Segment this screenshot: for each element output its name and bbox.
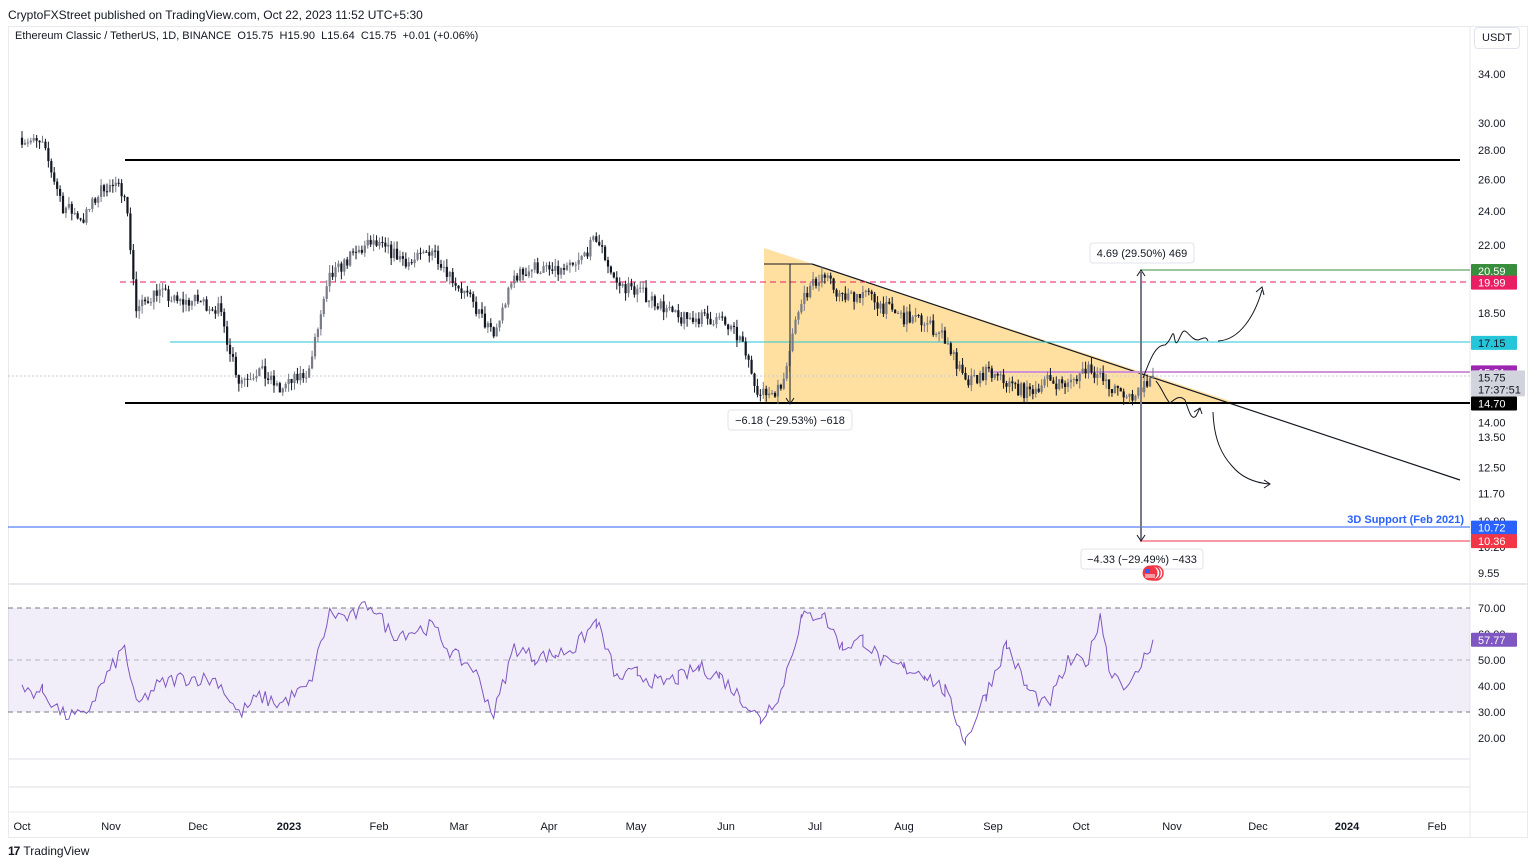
svg-text:15.75: 15.75 (1478, 372, 1506, 384)
bearish-arrow-icon-2 (1263, 479, 1271, 489)
time-tick: Nov (1162, 821, 1182, 833)
tradingview-footer[interactable]: 17 TradingView (8, 844, 89, 858)
time-tick: May (626, 821, 647, 833)
price-badge: 10.72 (1471, 520, 1517, 535)
time-tick: Dec (188, 821, 208, 833)
currency-unit-button[interactable]: USDT (1474, 27, 1520, 49)
symbol-legend[interactable]: Ethereum Classic / TetherUS, 1D, BINANCE… (15, 30, 478, 42)
bearish-projection-path[interactable] (1155, 380, 1201, 418)
price-tick: 26.00 (1478, 174, 1506, 186)
rsi-value-badge (1471, 632, 1517, 647)
price-tick: 18.50 (1478, 308, 1506, 320)
bullish-arrow-icon (1255, 286, 1265, 296)
rsi-tick: 20.00 (1478, 733, 1506, 745)
price-tick: 22.00 (1478, 240, 1506, 252)
time-tick: Aug (894, 821, 914, 833)
price-tick: 30.00 (1478, 118, 1506, 130)
down-measure-label: −4.33 (−29.49%) −433 (1080, 548, 1204, 570)
price-badge: 14.70 (1471, 396, 1517, 411)
candlesticks (20, 131, 1155, 406)
rsi-tick: 70.00 (1478, 603, 1506, 615)
bearish-arrow-icon (1193, 407, 1203, 415)
svg-text:57.77: 57.77 (1478, 635, 1506, 647)
left-measure-arrow-icon (785, 397, 795, 405)
price-tick: 34.00 (1478, 69, 1506, 81)
svg-text:10.72: 10.72 (1478, 523, 1506, 535)
rsi-tick: 50.00 (1478, 655, 1506, 667)
time-tick: Oct (13, 821, 30, 833)
svg-text:20.59: 20.59 (1478, 266, 1506, 278)
price-badge: 17.15 (1471, 335, 1517, 350)
time-tick: Sep (983, 821, 1003, 833)
time-tick: Oct (1072, 821, 1089, 833)
svg-text:4.69 (29.50%) 469: 4.69 (29.50%) 469 (1097, 248, 1188, 260)
svg-text:−6.18 (−29.53%) −618: −6.18 (−29.53%) −618 (735, 415, 845, 427)
svg-text:19.99: 19.99 (1478, 278, 1506, 290)
publisher-line: CryptoFXStreet published on TradingView.… (8, 8, 423, 22)
symbol-name: Ethereum Classic / TetherUS, 1D, BINANCE (15, 30, 232, 42)
svg-text:−4.33 (−29.49%) −433: −4.33 (−29.49%) −433 (1087, 554, 1197, 566)
measure-up-arrow-icon (1136, 269, 1146, 277)
left-measure-label: −6.18 (−29.53%) −618 (727, 409, 853, 431)
svg-text:14.70: 14.70 (1478, 399, 1506, 411)
time-tick: Feb (370, 821, 389, 833)
bullish-projection-path[interactable] (1142, 330, 1209, 379)
time-tick: 2024 (1335, 821, 1360, 833)
price-badge: 10.36 (1471, 534, 1517, 549)
rsi-tick: 30.00 (1478, 707, 1506, 719)
svg-text:17.15: 17.15 (1478, 338, 1506, 350)
rsi-tick: 40.00 (1478, 681, 1506, 693)
chart-frame (8, 26, 1528, 838)
time-tick: Dec (1248, 821, 1268, 833)
price-tick: 11.70 (1478, 488, 1505, 500)
time-axis[interactable]: Oct Nov Dec 2023 Feb Mar Apr May Jun Jul Aug Sep Oct… (13, 821, 1446, 833)
bearish-projection-path-2[interactable] (1212, 411, 1271, 485)
time-tick: Jun (717, 821, 735, 833)
measure-down-arrow-icon (1136, 534, 1146, 542)
rsi-line (21, 600, 1154, 747)
tradingview-logo-icon: 17 (8, 844, 20, 858)
bullish-projection-path-2[interactable] (1217, 289, 1263, 342)
price-tick: 14.00 (1478, 418, 1506, 430)
up-measure-label: 4.69 (29.50%) 469 (1089, 242, 1195, 264)
price-tick: 13.50 (1478, 432, 1506, 444)
support-label: 3D Support (Feb 2021) (1347, 514, 1464, 526)
price-tick: 24.00 (1478, 206, 1506, 218)
ohlc-values: O15.75 H15.90 L15.64 C15.75 +0.01 (+0.06… (237, 30, 479, 42)
time-tick: 2023 (277, 821, 301, 833)
time-tick: Apr (540, 821, 557, 833)
price-badge: 20.59 (1471, 264, 1517, 279)
us-economic-event-icon[interactable] (1142, 565, 1164, 581)
svg-text:10.36: 10.36 (1478, 536, 1506, 548)
price-axis[interactable]: 34.00 30.00 28.00 26.00 24.00 22.00 18.50 14.00… (1471, 69, 1525, 580)
time-tick: Mar (450, 821, 469, 833)
time-tick: Feb (1428, 821, 1447, 833)
price-tick: 12.50 (1478, 462, 1506, 474)
svg-text:17:37:51: 17:37:51 (1478, 384, 1521, 396)
time-tick: Nov (101, 821, 121, 833)
price-tick: 28.00 (1478, 145, 1506, 157)
time-tick: Jul (808, 821, 822, 833)
price-badge: 19.99 (1471, 275, 1517, 290)
price-tick: 9.55 (1478, 568, 1499, 580)
brand-name: TradingView (23, 844, 90, 858)
